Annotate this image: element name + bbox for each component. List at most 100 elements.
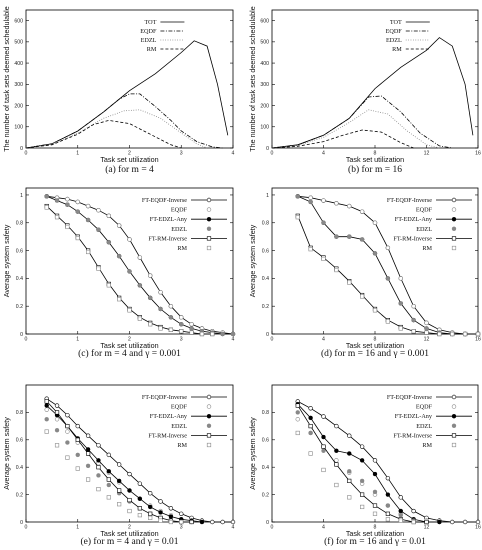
y-tick-label: 0 bbox=[266, 520, 269, 526]
y-tick-label: 0.6 bbox=[16, 438, 23, 444]
x-axis-label: Task set utilization bbox=[100, 155, 158, 164]
marker-point bbox=[168, 514, 174, 519]
legend-label: EQDF bbox=[171, 207, 188, 214]
marker-point bbox=[54, 403, 60, 408]
marker-point bbox=[230, 519, 236, 525]
y-tick-label: 0.4 bbox=[16, 465, 23, 471]
marker-point bbox=[168, 315, 174, 320]
marker-point bbox=[372, 503, 378, 508]
legend-label: EQDF bbox=[140, 28, 157, 35]
legend-label: TOT bbox=[144, 19, 156, 26]
marker-point bbox=[451, 394, 457, 400]
marker-point bbox=[359, 478, 365, 484]
marker-point bbox=[321, 414, 326, 419]
marker-point bbox=[158, 499, 163, 504]
marker-point bbox=[75, 437, 80, 442]
marker-point bbox=[385, 245, 391, 250]
marker-point bbox=[321, 434, 326, 440]
marker-point bbox=[106, 240, 112, 245]
marker-point bbox=[308, 423, 313, 429]
marker-point bbox=[424, 519, 429, 525]
marker-point bbox=[206, 216, 212, 222]
series-line bbox=[297, 195, 478, 335]
marker-point bbox=[220, 519, 225, 525]
panel-caption: (f) for m = 16 and γ = 0.01 bbox=[324, 536, 426, 547]
marker-point bbox=[334, 234, 339, 239]
y-tick-label: 0.6 bbox=[16, 248, 23, 254]
y-tick-label: 300 bbox=[260, 82, 269, 88]
marker-point bbox=[206, 207, 212, 212]
marker-point bbox=[44, 429, 49, 434]
marker-point bbox=[127, 471, 132, 477]
marker-point bbox=[210, 331, 215, 337]
marker-point bbox=[168, 519, 174, 525]
marker-point bbox=[127, 488, 132, 493]
series-line bbox=[46, 398, 233, 523]
marker-point bbox=[65, 429, 70, 434]
legend-label: TOT bbox=[390, 19, 402, 26]
marker-point bbox=[54, 443, 60, 448]
marker-point bbox=[372, 489, 378, 495]
marker-point bbox=[116, 478, 122, 484]
y-tick-label: 100 bbox=[14, 125, 23, 131]
marker-point bbox=[398, 276, 403, 281]
x-tick-label: 8 bbox=[374, 525, 377, 531]
marker-point bbox=[295, 194, 300, 199]
y-tick-label: 0.6 bbox=[262, 248, 269, 254]
x-tick-label: 12 bbox=[424, 151, 430, 157]
marker-point bbox=[117, 502, 122, 507]
x-tick-label: 16 bbox=[475, 525, 481, 531]
x-tick-label: 0 bbox=[271, 525, 274, 531]
marker-point bbox=[75, 209, 80, 214]
legend-label: FT-RM-Inverse bbox=[393, 235, 432, 242]
series-line bbox=[297, 215, 478, 335]
marker-point bbox=[451, 245, 457, 251]
x-tick-label: 8 bbox=[374, 337, 377, 343]
legend-label: EQDF bbox=[171, 404, 188, 411]
y-tick-label: 0 bbox=[266, 332, 269, 338]
marker-point bbox=[86, 451, 91, 456]
y-tick-label: 0 bbox=[266, 146, 269, 152]
marker-point bbox=[75, 452, 80, 458]
y-tick-label: 0 bbox=[20, 520, 23, 526]
marker-point bbox=[347, 280, 352, 285]
marker-point bbox=[411, 303, 416, 309]
marker-point bbox=[450, 331, 455, 337]
marker-point bbox=[96, 266, 101, 271]
marker-point bbox=[206, 236, 212, 241]
y-tick-label: 0.4 bbox=[16, 276, 23, 282]
y-tick-label: 0.8 bbox=[262, 221, 269, 227]
marker-point bbox=[411, 329, 416, 334]
marker-point bbox=[463, 331, 468, 337]
marker-point bbox=[398, 495, 403, 500]
x-tick-label: 2 bbox=[128, 525, 131, 531]
marker-point bbox=[308, 430, 313, 436]
marker-point bbox=[206, 197, 212, 203]
marker-point bbox=[295, 417, 300, 422]
x-tick-label: 0 bbox=[271, 151, 274, 157]
x-tick-label: 12 bbox=[424, 525, 430, 531]
marker-point bbox=[210, 519, 215, 525]
y-tick-label: 1 bbox=[266, 193, 269, 199]
y-axis-label: Average system safety bbox=[248, 417, 257, 490]
marker-point bbox=[385, 503, 391, 508]
marker-point bbox=[96, 443, 101, 448]
legend-label: RM bbox=[392, 46, 402, 53]
marker-point bbox=[321, 220, 326, 225]
marker-point bbox=[206, 404, 212, 409]
marker-point bbox=[65, 196, 70, 202]
marker-point bbox=[359, 237, 365, 242]
x-tick-label: 1 bbox=[76, 151, 79, 157]
chart-panel-6: 0 0.2 0.4 0.6 0.8 0 4 8 12 16 Task set utilization… bbox=[248, 384, 481, 547]
marker-point bbox=[137, 255, 143, 260]
legend-label: EDZL bbox=[171, 226, 187, 233]
marker-point bbox=[450, 519, 455, 525]
marker-point bbox=[334, 448, 339, 453]
y-axis-label: Average system safety bbox=[2, 224, 11, 297]
marker-point bbox=[295, 430, 300, 436]
plot-frame bbox=[271, 384, 479, 523]
marker-point bbox=[206, 226, 212, 232]
x-tick-label: 4 bbox=[232, 525, 235, 531]
marker-point bbox=[385, 511, 390, 516]
marker-point bbox=[411, 317, 416, 323]
